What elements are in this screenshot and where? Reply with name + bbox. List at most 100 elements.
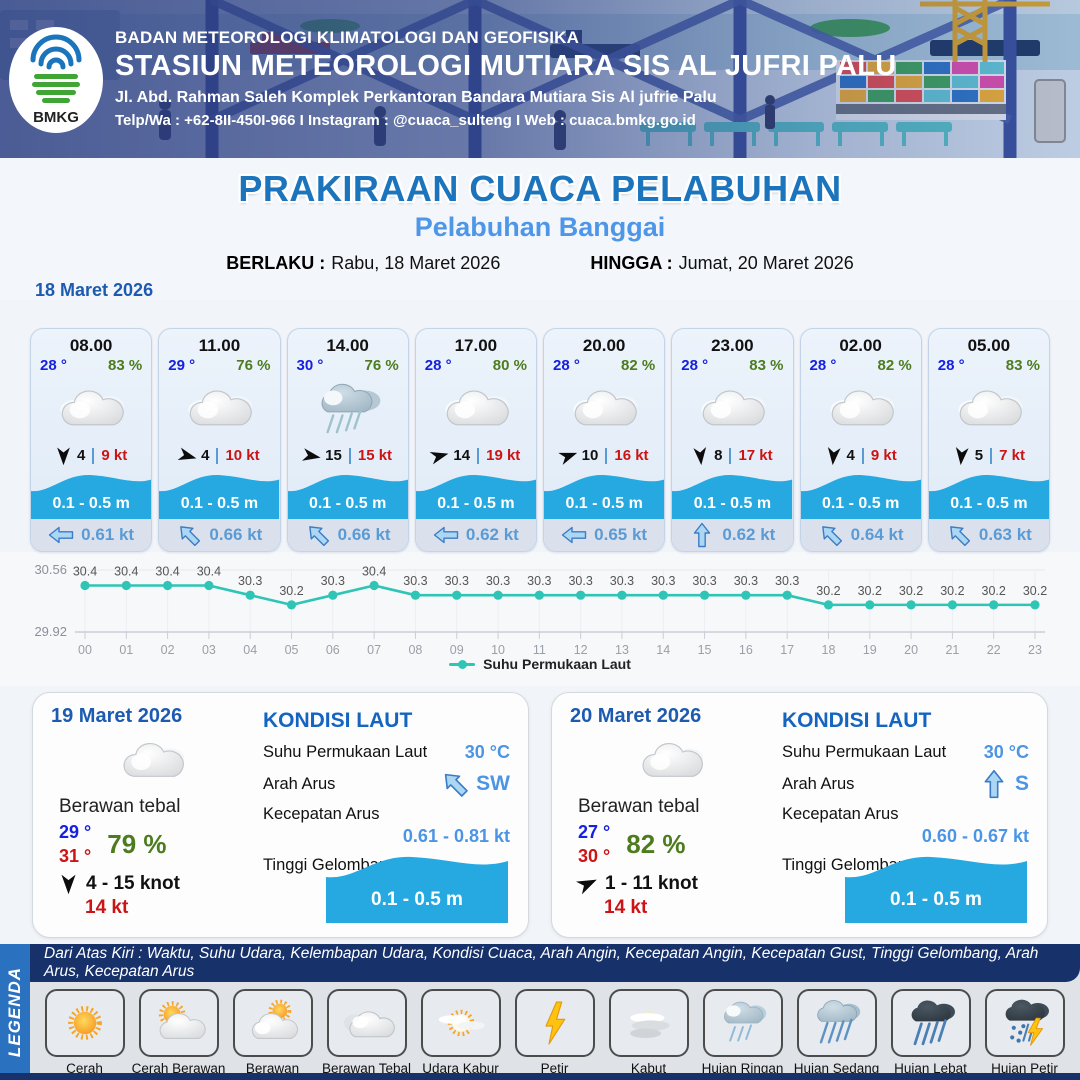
current-speed: 0.63 kt [978,525,1032,545]
svg-text:30.3: 30.3 [692,574,716,588]
current-speed: 0.61 kt [81,525,135,545]
humidity: 82 % [877,357,912,374]
humidity: 79 % [107,828,167,859]
berawan-tebal-icon [51,730,253,792]
forecast-card: 02.00 28 ° 82 % 4 9 kt 0.1 - 0.5 m 0.64 kt [799,328,922,552]
forecast-card: 05.00 28 ° 83 % 5 7 kt 0.1 - 0.5 m 0.63 kt [927,328,1050,552]
svg-text:11: 11 [533,643,546,657]
legend-item-label: Kabut [630,1061,667,1076]
wave-height: 0.1 - 0.5 m [693,494,772,512]
current-speed: 0.62 kt [465,525,519,545]
current-direction-icon [301,519,334,552]
forecast-time: 02.00 [839,336,882,355]
wind-direction-icon [952,445,971,466]
svg-text:30.3: 30.3 [527,574,551,588]
humidity: 80 % [492,357,527,374]
page-subtitle: Pelabuhan Banggai [414,212,666,242]
sea-conditions-heading: KONDISI LAUT [262,709,413,732]
legend-section: LEGENDA Dari Atas Kiri : Waktu, Suhu Uda… [0,944,1080,1080]
current-direction-icon [561,525,587,545]
berlaku-value: Rabu, 18 Maret 2026 [331,253,501,273]
current-direction-icon [982,769,1006,799]
forecast-card: 20.00 28 ° 82 % 10 16 kt 0.1 - 0.5 m 0.65 … [543,328,666,552]
legend-item-label: Berawan [245,1061,300,1076]
legend-item-label: Hujan Sedang [793,1061,880,1076]
current-direction-icon [173,519,206,552]
hujan-sedang-icon [796,989,877,1057]
chart-legend: Suhu Permukaan Laut [0,656,1080,672]
legend-item-label: Hujan Ringan [701,1061,784,1076]
svg-text:30.3: 30.3 [610,574,634,588]
current-speed: 0.65 kt [594,525,648,545]
berlaku-label: BERLAKU : [226,253,326,273]
svg-text:04: 04 [243,643,257,657]
divider [92,447,95,464]
svg-text:17: 17 [780,643,794,657]
svg-text:19: 19 [863,643,877,657]
page-title: PRAKIRAAN CUACA PELABUHAN [238,168,842,209]
temp-min: 29 ° [59,822,92,842]
svg-text:30.2: 30.2 [1023,584,1047,598]
current-direction-icon [692,522,712,548]
svg-text:30.4: 30.4 [155,565,179,579]
wind-speed: 8 [714,447,723,465]
svg-text:23: 23 [1028,643,1042,657]
svg-text:13: 13 [615,643,629,657]
svg-text:30.2: 30.2 [816,584,840,598]
svg-text:16: 16 [739,643,753,657]
forecast-card: 14.00 30 ° 76 % 15 15 kt 0.1 - 0.5 m 0.66 … [286,328,409,552]
svg-text:18: 18 [822,643,836,657]
header-banner: BMKG BADAN METEOROLOGI KLIMATOLOGI DAN G… [0,0,1080,158]
bmkg-logo: BMKG [9,27,103,133]
daily-date: 20 Maret 2026 [570,705,702,727]
svg-text:30.3: 30.3 [734,574,758,588]
gust-speed: 9 kt [101,447,128,465]
temp-max: 31 ° [59,846,92,867]
svg-text:30.3: 30.3 [486,574,510,588]
udara-kabur-icon [420,989,501,1057]
agency-name: BADAN METEOROLOGI KLIMATOLOGI DAN GEOFIS… [115,28,580,47]
berawan-icon [232,989,313,1057]
daily-summary-row: 19 Maret 2026 Berawan tebal 29 ° 31 ° 79… [0,686,1080,938]
station-contact: Telp/Wa : +62-8II-450I-966 I Instagram :… [115,112,696,129]
forecast-card: 11.00 29 ° 76 % 4 10 kt 0.1 - 0.5 m 0.66 k… [158,328,281,552]
wind-speed: 14 [453,447,471,465]
divider [348,447,351,464]
svg-text:00: 00 [78,643,92,657]
temp-min: 27 ° [578,822,611,842]
sea-conditions-heading: KONDISI LAUT [781,709,932,732]
legend-item-label: Udara Kabur [422,1061,499,1076]
gust-speed: 16 kt [614,447,649,465]
valid-until: HINGGA : Jumat, 20 Maret 2026 [590,253,853,274]
svg-text:29.92: 29.92 [34,624,67,639]
sst-chart-section: 30.56 29.92 30.4 00 30.4 01 30.4 02 30.4 03 30.3 04… [0,552,1080,686]
hingga-label: HINGGA : [590,253,673,273]
sst-value: 30 °C [983,742,1029,762]
wind-speed: 15 [325,447,342,465]
wave-band: 0.1 - 0.5 m [544,468,664,519]
current-speed-label: Kecepatan Arus [781,805,899,823]
wind-direction-icon [691,445,710,466]
wave-band: 0.1 - 0.5 m [159,468,279,519]
forecast-card: 17.00 28 ° 80 % 14 19 kt 0.1 - 0.5 m 0.62 … [414,328,537,552]
svg-text:30.4: 30.4 [197,565,221,579]
station-address: Jl. Abd. Rahman Saleh Komplek Perkantora… [115,89,717,106]
temperature: 28 ° [40,357,67,374]
berawan-tebal-icon [570,730,772,792]
wave-height: 0.1 - 0.5 m [308,494,387,512]
svg-text:22: 22 [987,643,1001,657]
legend-item-label: Petir [540,1061,569,1076]
svg-text:30.3: 30.3 [238,574,262,588]
wave-band: 0.1 - 0.5 m [416,468,536,519]
gust-speed: 14 kt [604,896,648,918]
divider [605,447,608,464]
wind-direction-icon [574,870,602,897]
weather-condition: Berawan tebal [59,796,181,817]
hingga-value: Jumat, 20 Maret 2026 [678,253,854,273]
legend-item: Hujan Ringan [702,989,783,1076]
gust-speed: 17 kt [738,447,773,465]
svg-text:12: 12 [574,643,588,657]
wave-height: 0.1 - 0.5 m [180,494,259,512]
hujan-petir-icon [984,989,1065,1057]
temperature: 30 ° [296,357,324,374]
